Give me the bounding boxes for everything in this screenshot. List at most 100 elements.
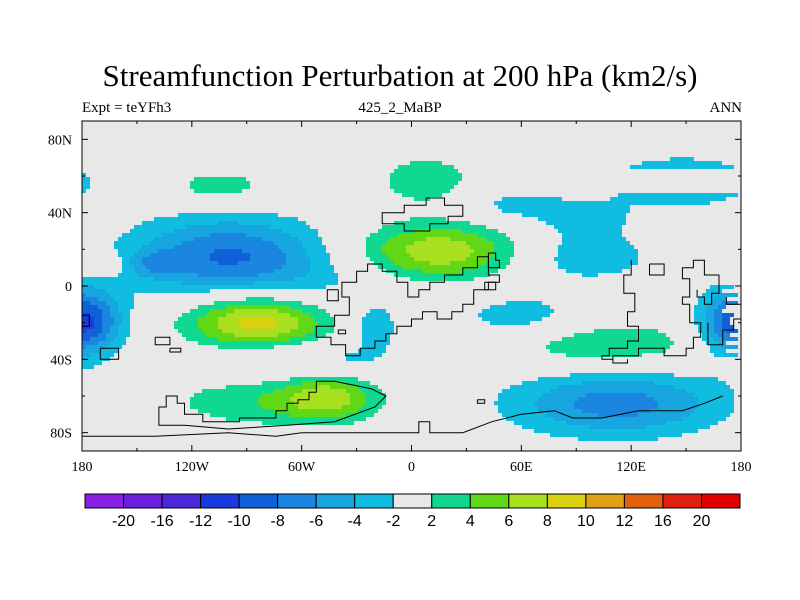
contour-cell — [138, 249, 158, 253]
contour-cell — [562, 233, 622, 237]
contour-cell — [478, 265, 506, 269]
coastline-path — [612, 359, 628, 364]
contour-cell — [538, 217, 626, 221]
contour-cell — [382, 225, 486, 229]
contour-cell — [286, 257, 310, 261]
contour-cell — [542, 393, 586, 397]
contour-cell — [558, 249, 638, 253]
coastline-path — [169, 347, 182, 353]
contour-cell — [414, 257, 466, 261]
contour-cell — [698, 325, 706, 329]
contour-cell — [82, 365, 94, 369]
colorbar-box — [277, 493, 317, 509]
contour-cell — [722, 325, 734, 329]
contour-cell — [710, 333, 718, 337]
contour-cell — [82, 309, 102, 313]
contour-cell — [82, 329, 86, 333]
contour-cell — [102, 313, 110, 317]
contour-cell — [498, 397, 538, 401]
colorbar-label: 20 — [693, 513, 711, 530]
contour-cell — [382, 245, 406, 249]
contour-cell — [306, 253, 330, 257]
contour-cell — [122, 321, 130, 325]
contour-cell — [422, 269, 462, 273]
colorbar-label: -12 — [189, 513, 212, 530]
colorbar-label: 10 — [577, 513, 595, 530]
contour-cell — [394, 273, 490, 277]
contour-cell — [98, 305, 110, 309]
contour-cell — [218, 345, 274, 349]
contour-cell — [646, 425, 710, 429]
contour-cell — [106, 337, 114, 341]
colorbar-box — [200, 493, 240, 509]
contour-cell — [174, 229, 282, 233]
contour-cell — [706, 309, 714, 313]
contour-cell — [190, 309, 210, 313]
contour-cell — [534, 429, 698, 433]
contour-cell — [250, 253, 286, 257]
contour-cell — [450, 237, 486, 241]
contour-cell — [566, 353, 642, 357]
contour-cell — [206, 333, 234, 337]
colorbar-box — [546, 493, 587, 509]
colorbar-box — [623, 493, 664, 509]
contour-cell — [118, 237, 154, 241]
contour-cell — [82, 297, 98, 301]
contour-cell — [106, 289, 210, 293]
contour-cell — [254, 281, 338, 285]
x-tick-label: 180 — [731, 460, 752, 475]
colorbar-label: -8 — [271, 513, 285, 530]
contour-cell — [218, 317, 242, 321]
contour-cell — [302, 309, 326, 313]
contour-cell — [362, 325, 394, 329]
contour-cell — [310, 265, 334, 269]
contour-cell — [130, 257, 142, 261]
contour-cell — [106, 333, 118, 337]
contour-cell — [346, 413, 374, 417]
contour-cell — [210, 253, 250, 257]
contour-cell — [502, 197, 562, 201]
contour-cell — [494, 401, 534, 405]
contour-cell — [378, 229, 414, 233]
contour-cell — [82, 357, 110, 361]
contour-cell — [546, 413, 598, 417]
y-tick-label: 40S — [50, 353, 72, 368]
contour-cell — [198, 325, 218, 329]
y-tick-label: 40N — [48, 207, 72, 222]
contour-cell — [718, 341, 726, 345]
coastline-path — [337, 329, 347, 335]
contour-cell — [694, 309, 706, 313]
contour-cell — [190, 401, 258, 405]
coastline-path — [154, 336, 171, 346]
contour-cell — [362, 321, 394, 325]
contour-cell — [714, 325, 722, 329]
contour-cell — [710, 285, 734, 289]
contour-cell — [190, 181, 250, 185]
contour-cell — [398, 233, 478, 237]
contour-cell — [226, 417, 366, 421]
contour-cell — [370, 257, 390, 261]
x-tick-label: 120W — [175, 460, 210, 475]
contour-cell — [90, 313, 102, 317]
contour-cell — [346, 357, 374, 361]
contour-cell — [370, 233, 398, 237]
contour-cell — [722, 321, 730, 325]
contour-cell — [182, 281, 254, 285]
contour-cell — [82, 333, 98, 337]
contour-cell — [430, 261, 450, 265]
contour-cell — [290, 305, 318, 309]
contour-cell — [666, 421, 718, 425]
contour-cell — [498, 205, 630, 209]
contour-cell — [94, 285, 326, 289]
contour-cell — [570, 373, 674, 377]
contour-cell — [362, 329, 394, 333]
contour-cell — [290, 329, 314, 333]
map-panel — [82, 121, 741, 451]
contour-cell — [246, 233, 290, 237]
colorbar-box — [469, 493, 510, 509]
contour-cell — [142, 221, 218, 225]
contour-cell — [706, 325, 714, 329]
contour-cell — [82, 345, 86, 349]
contour-cell — [318, 385, 330, 389]
